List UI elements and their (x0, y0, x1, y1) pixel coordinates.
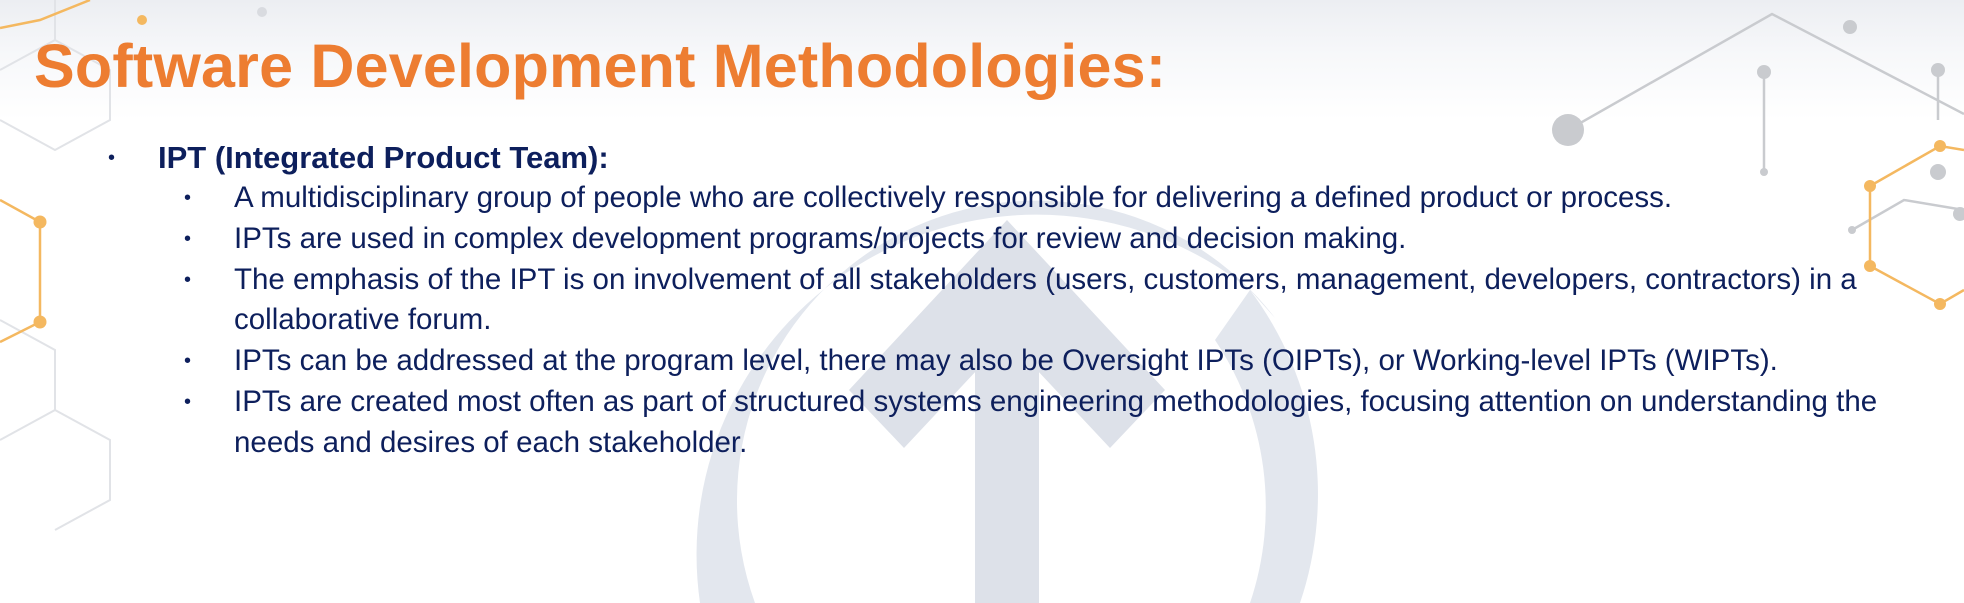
sub-bullet-text: IPTs are created most often as part of s… (234, 384, 1878, 459)
left-orange-nodes (33, 15, 147, 329)
sub-bullet-item: • A multidisciplinary group of people wh… (108, 178, 1924, 219)
sub-bullet-text: IPTs are used in complex development pro… (234, 221, 1407, 255)
section-heading-text: IPT (Integrated Product Team): (158, 140, 609, 175)
slide-body: • IPT (Integrated Product Team): • A mul… (108, 138, 1877, 464)
sub-bullet-item: • IPTs can be addressed at the program l… (108, 341, 1924, 382)
bullet-icon: • (184, 268, 192, 291)
watermark-arrow-logo-icon (696, 200, 1318, 603)
bullet-icon: • (184, 390, 192, 413)
sub-bullet-item: • IPTs are used in complex development p… (108, 219, 1924, 260)
right-orange-nodes (1864, 140, 1946, 310)
left-orange-network (0, 0, 91, 344)
sub-bullet-text: A multidisciplinary group of people who … (234, 181, 1673, 214)
section-heading: • IPT (Integrated Product Team): (108, 138, 1868, 178)
sub-bullet-text: IPTs can be addressed at the program lev… (234, 344, 1778, 378)
right-gray-nodes (1552, 20, 1964, 234)
sub-bullet-text: The emphasis of the IPT is on involvemen… (234, 262, 1857, 337)
bullet-icon: • (108, 147, 116, 169)
bullet-icon: • (184, 350, 192, 373)
slide-title: Software Development Methodologies: (34, 32, 1167, 100)
sub-bullet-list: • A multidisciplinary group of people wh… (108, 178, 1877, 464)
sub-bullet-item: • IPTs are created most often as part of… (108, 382, 1924, 464)
sub-bullet-item: • The emphasis of the IPT is on involvem… (108, 260, 1924, 342)
bullet-icon: • (184, 227, 192, 250)
bullet-icon: • (184, 187, 192, 209)
left-gray-nodes (138, 7, 267, 74)
